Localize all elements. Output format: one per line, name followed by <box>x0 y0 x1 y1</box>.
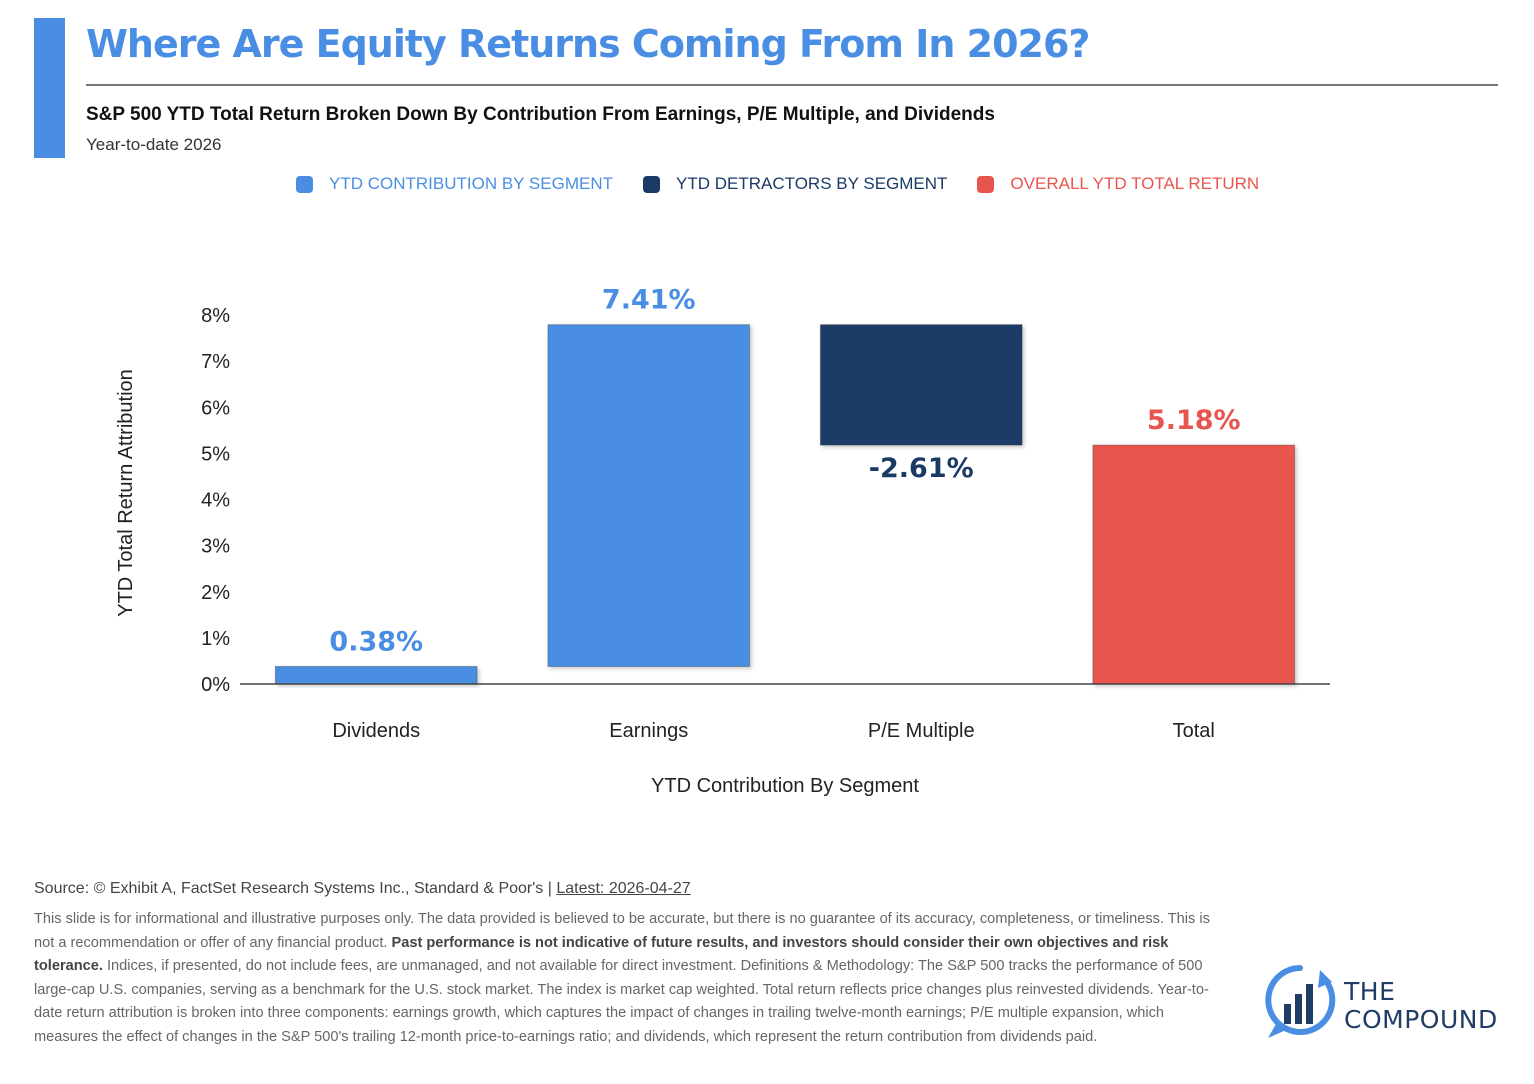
disclaimer-text-1: This slide is for informational and illu… <box>34 911 1210 951</box>
disclaimer-bold: Past performance is not indicative of fu… <box>34 934 1169 975</box>
data-label: 0.38% <box>329 626 423 657</box>
latest-date-link[interactable]: Latest: 2026-04-27 <box>556 880 691 897</box>
source-text: Source: © Exhibit A, FactSet Research Sy… <box>34 880 557 897</box>
disclaimer: This slide is for informational and illu… <box>34 908 1219 1050</box>
chart-bars <box>274 324 1296 685</box>
y-tick-label: 0% <box>201 674 230 696</box>
y-tick-label: 8% <box>201 305 230 327</box>
x-axis-ticks: Dividends Earnings P/E Multiple Total <box>332 720 1215 742</box>
the-compound-logo: THE COMPOUND <box>1262 962 1512 1042</box>
y-tick-label: 6% <box>201 397 230 419</box>
data-label: 5.18% <box>1147 405 1241 436</box>
y-axis-label: YTD Total Return Attribution <box>115 369 137 617</box>
disclaimer-text-2: Indices, if presented, do not include fe… <box>34 958 1209 1045</box>
data-label: 7.41% <box>602 285 696 316</box>
y-tick-label: 1% <box>201 628 230 650</box>
bar-total <box>1092 444 1296 685</box>
y-tick-label: 5% <box>201 443 230 465</box>
legend-label-contribution: YTD CONTRIBUTION BY SEGMENT <box>329 174 613 193</box>
x-axis-label: YTD Contribution By Segment <box>651 775 919 797</box>
y-tick-label: 4% <box>201 490 230 512</box>
legend-swatch-detractors <box>643 175 660 193</box>
y-axis-ticks: 0% 1% 2% 3% 4% 5% 6% 7% 8% <box>201 305 230 696</box>
y-tick-label: 3% <box>201 536 230 558</box>
logo-line-2: COMPOUND <box>1344 1005 1498 1034</box>
legend-item-total: OVERALL YTD TOTAL RETURN <box>977 174 1259 194</box>
x-tick-label: Total <box>1173 720 1215 742</box>
page-title: Where Are Equity Returns Coming From In … <box>86 22 1090 66</box>
logo-wordmark: THE COMPOUND <box>1344 978 1498 1034</box>
x-tick-label: Dividends <box>332 720 420 742</box>
chart-period: Year-to-date 2026 <box>86 135 222 154</box>
logo-line-1: THE <box>1344 977 1396 1006</box>
bar-p-e-multiple <box>819 324 1023 446</box>
legend-label-total: OVERALL YTD TOTAL RETURN <box>1010 174 1260 193</box>
y-tick-label: 7% <box>201 351 230 373</box>
title-accent-bar <box>34 18 65 158</box>
waterfall-chart: YTD Total Return Attribution 0% 1% 2% 3% 4% 5… <box>115 285 1330 797</box>
bar-earnings <box>547 324 751 667</box>
chart-subtitle: S&P 500 YTD Total Return Broken Down By … <box>86 104 995 125</box>
legend-label-detractors: YTD DETRACTORS BY SEGMENT <box>676 174 948 193</box>
chart-legend: YTD CONTRIBUTION BY SEGMENT YTD DETRACTO… <box>296 174 1289 194</box>
bar-dividends <box>274 665 478 685</box>
data-label: -2.61% <box>869 453 974 484</box>
title-divider <box>86 84 1498 86</box>
compound-logo-icon <box>1265 965 1336 1038</box>
y-tick-label: 2% <box>201 582 230 604</box>
legend-swatch-total <box>977 175 995 193</box>
legend-swatch-contribution <box>296 175 313 193</box>
x-tick-label: P/E Multiple <box>868 720 975 742</box>
x-tick-label: Earnings <box>609 720 688 742</box>
legend-item-detractors: YTD DETRACTORS BY SEGMENT <box>643 174 947 194</box>
bar-data-labels: 0.38% 7.41% -2.61% 5.18% <box>329 285 1240 658</box>
legend-item-contribution: YTD CONTRIBUTION BY SEGMENT <box>296 174 613 194</box>
source-note: Source: © Exhibit A, FactSet Research Sy… <box>34 880 691 898</box>
